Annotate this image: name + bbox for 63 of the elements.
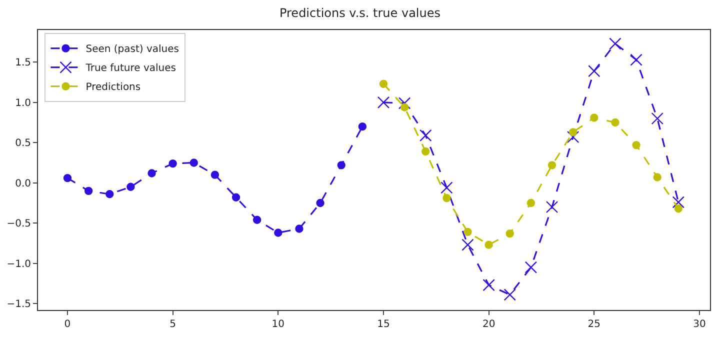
point	[464, 228, 472, 236]
point	[358, 122, 367, 131]
point	[420, 129, 432, 142]
point	[295, 224, 304, 233]
point	[632, 140, 640, 150]
point	[422, 147, 430, 156]
point	[568, 128, 578, 136]
point	[672, 196, 684, 208]
point	[400, 103, 409, 112]
y-tick-label: 1.5	[15, 58, 31, 69]
y-tick-label: −1.0	[6, 258, 31, 270]
chart-title: Predictions v.s. true values	[279, 6, 441, 20]
legend-label: True future values	[84, 63, 176, 74]
point	[440, 182, 453, 194]
point	[168, 159, 177, 168]
x-tick-label: 30	[693, 319, 706, 330]
point	[190, 158, 198, 167]
x-tick-label: 15	[377, 319, 390, 330]
point	[609, 38, 622, 50]
point	[316, 198, 324, 208]
point	[674, 204, 682, 213]
point	[651, 112, 664, 125]
point	[653, 173, 662, 182]
point	[546, 200, 558, 214]
point	[506, 229, 514, 238]
point	[504, 288, 516, 301]
point	[611, 118, 620, 127]
point	[84, 186, 93, 196]
point	[126, 182, 135, 191]
point	[588, 64, 600, 78]
point	[252, 216, 262, 224]
x-tick-label: 10	[272, 319, 285, 330]
point	[377, 96, 390, 109]
x-tick-label: 25	[588, 319, 601, 330]
legend-label: Predictions	[86, 82, 141, 94]
point	[566, 130, 580, 144]
point	[482, 278, 495, 292]
point	[526, 198, 536, 208]
y-tick-label: −0.5	[6, 218, 31, 230]
point	[484, 240, 493, 249]
y-tick-label: 1.0	[15, 98, 31, 109]
point	[548, 161, 556, 170]
y-tick-label: 0.0	[15, 178, 31, 190]
y-tick-label: −1.5	[6, 299, 31, 310]
point	[524, 261, 538, 274]
point	[379, 80, 388, 88]
point	[63, 174, 72, 182]
point	[630, 54, 642, 66]
legend-label: Seen (past) values	[86, 44, 179, 56]
point	[462, 238, 474, 251]
point	[398, 97, 411, 110]
point	[590, 114, 598, 122]
point	[148, 169, 156, 178]
x-tick-label: 20	[482, 319, 496, 330]
point	[232, 193, 240, 202]
point	[210, 170, 220, 179]
point	[337, 161, 346, 170]
x-tick-label: 5	[170, 319, 176, 330]
y-tick-label: 0.5	[15, 138, 31, 150]
point	[274, 228, 282, 237]
x-tick-label: 0	[64, 319, 71, 330]
point	[442, 194, 451, 202]
point	[106, 190, 114, 198]
